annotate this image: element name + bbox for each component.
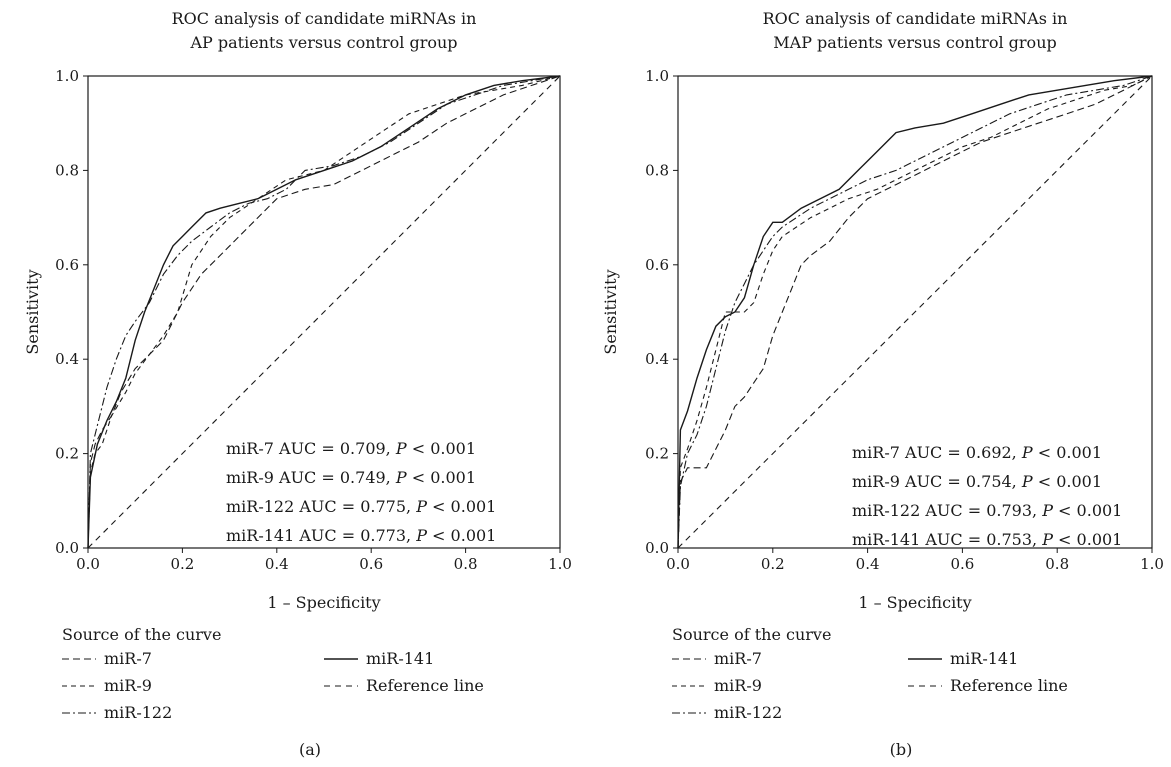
y-tick-label: 0.0 [55, 539, 79, 557]
series-mir-141-line [87, 75, 561, 549]
auc-annotation-p: P [395, 439, 407, 458]
legend-item-label: miR-122 [104, 703, 172, 722]
auc-annotation-p: P [415, 526, 427, 545]
chart-title-line-1: ROC analysis of candidate miRNAs in [172, 9, 477, 28]
legend-title: Source of the curve [672, 625, 831, 644]
auc-annotation-significance: < 0.001 [407, 468, 476, 487]
legend-item-label: miR-7 [104, 649, 152, 668]
y-axis-label: Sensitivity [601, 269, 620, 354]
y-tick-label: 0.6 [645, 256, 669, 274]
legend-item-label: Reference line [950, 676, 1068, 695]
chart-panel-a: ROC analysis of candidate miRNAs in AP pa… [0, 0, 585, 767]
y-tick-label: 0.8 [55, 161, 79, 179]
series-mir-9-line [87, 75, 561, 549]
auc-annotation: miR-141 AUC = 0.753, P < 0.001 [852, 530, 1122, 549]
series-reference-line-line [87, 75, 561, 549]
y-tick-label: 0.6 [55, 256, 79, 274]
auc-annotation-text: miR-141 AUC = 0.773, [226, 526, 416, 545]
x-tick-label: 0.6 [359, 555, 383, 573]
auc-annotation-significance: < 0.001 [1053, 501, 1122, 520]
chart-title-line-2: MAP patients versus control group [773, 33, 1056, 52]
auc-annotation-text: miR-141 AUC = 0.753, [852, 530, 1042, 549]
x-axis-label: 1 – Specificity [858, 593, 971, 612]
auc-annotation-text: miR-122 AUC = 0.793, [852, 501, 1042, 520]
auc-annotation-text: miR-122 AUC = 0.775, [226, 497, 416, 516]
auc-annotation-p: P [415, 497, 427, 516]
auc-annotation-significance: < 0.001 [407, 439, 476, 458]
y-tick-label: 0.4 [645, 350, 669, 368]
roc-chart-a: ROC analysis of candidate miRNAs in AP pa… [23, 9, 572, 759]
x-tick-label: 0.2 [761, 555, 785, 573]
x-tick-label: 1.0 [1140, 555, 1164, 573]
x-tick-label: 0.4 [856, 555, 880, 573]
x-tick-label: 0.4 [265, 555, 289, 573]
auc-annotation-text: miR-7 AUC = 0.709, [226, 439, 396, 458]
legend-item-label: miR-141 [950, 649, 1018, 668]
legend-title: Source of the curve [62, 625, 221, 644]
series-mir-122-line [677, 75, 1153, 549]
auc-annotation-significance: < 0.001 [1033, 443, 1102, 462]
x-tick-label: 1.0 [548, 555, 572, 573]
y-tick-label: 1.0 [645, 67, 669, 85]
y-tick-label: 0.2 [55, 445, 79, 463]
panel-label: (b) [890, 740, 913, 759]
auc-annotation-p: P [1021, 443, 1033, 462]
roc-chart-b: ROC analysis of candidate miRNAs in MAP p… [601, 9, 1164, 759]
auc-annotation: miR-122 AUC = 0.793, P < 0.001 [852, 501, 1122, 520]
auc-annotation-significance: < 0.001 [427, 497, 496, 516]
chart-title-line-2: AP patients versus control group [189, 33, 457, 52]
auc-annotation-significance: < 0.001 [1033, 472, 1102, 491]
auc-annotation-p: P [395, 468, 407, 487]
y-tick-label: 0.8 [645, 161, 669, 179]
y-tick-label: 1.0 [55, 67, 79, 85]
legend-item-label: miR-9 [714, 676, 762, 695]
legend-item-label: miR-7 [714, 649, 762, 668]
legend-item-label: miR-9 [104, 676, 152, 695]
series-reference-line-line [677, 75, 1153, 549]
auc-annotation-text: miR-9 AUC = 0.754, [852, 472, 1022, 491]
series-mir-141-line [677, 75, 1153, 549]
plot-frame [87, 75, 561, 549]
series-mir-9-line [677, 75, 1153, 549]
plot-frame [677, 75, 1153, 549]
auc-annotation-p: P [1041, 501, 1053, 520]
auc-annotation: miR-7 AUC = 0.709, P < 0.001 [226, 439, 476, 458]
x-tick-label: 0.0 [666, 555, 690, 573]
auc-annotation: miR-141 AUC = 0.773, P < 0.001 [226, 526, 496, 545]
x-tick-label: 0.2 [170, 555, 194, 573]
auc-annotation-text: miR-9 AUC = 0.749, [226, 468, 396, 487]
series-mir-7-line [677, 75, 1153, 549]
auc-annotation-p: P [1041, 530, 1053, 549]
auc-annotation-significance: < 0.001 [427, 526, 496, 545]
x-tick-label: 0.8 [454, 555, 478, 573]
legend-item-label: Reference line [366, 676, 484, 695]
y-tick-label: 0.4 [55, 350, 79, 368]
y-axis-label: Sensitivity [23, 269, 42, 354]
legend-item-label: miR-122 [714, 703, 782, 722]
x-tick-label: 0.6 [950, 555, 974, 573]
auc-annotation: miR-9 AUC = 0.754, P < 0.001 [852, 472, 1102, 491]
legend-item-label: miR-141 [366, 649, 434, 668]
auc-annotation-significance: < 0.001 [1053, 530, 1122, 549]
chart-title-line-1: ROC analysis of candidate miRNAs in [763, 9, 1068, 28]
x-tick-label: 0.0 [76, 555, 100, 573]
auc-annotation-p: P [1021, 472, 1033, 491]
auc-annotation-text: miR-7 AUC = 0.692, [852, 443, 1022, 462]
chart-panel-b: ROC analysis of candidate miRNAs in MAP p… [586, 0, 1171, 767]
panel-label: (a) [299, 740, 321, 759]
auc-annotation: miR-7 AUC = 0.692, P < 0.001 [852, 443, 1102, 462]
series-mir-122-line [87, 75, 561, 549]
x-tick-label: 0.8 [1045, 555, 1069, 573]
y-tick-label: 0.2 [645, 445, 669, 463]
y-tick-label: 0.0 [645, 539, 669, 557]
auc-annotation: miR-9 AUC = 0.749, P < 0.001 [226, 468, 476, 487]
x-axis-label: 1 – Specificity [267, 593, 380, 612]
auc-annotation: miR-122 AUC = 0.775, P < 0.001 [226, 497, 496, 516]
